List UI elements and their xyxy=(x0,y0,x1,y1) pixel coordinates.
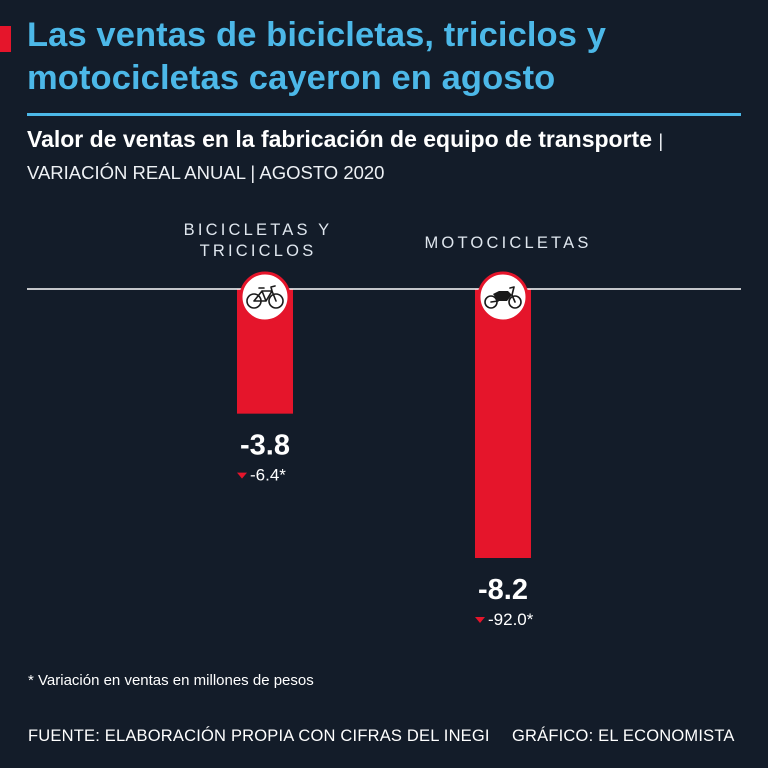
value-label: -3.8 xyxy=(240,430,290,462)
down-arrow-icon xyxy=(475,617,485,623)
bar-group: -8.2 -92.0* xyxy=(475,289,534,629)
bar xyxy=(475,289,531,558)
chart-credit: GRÁFICO: EL ECONOMISTA xyxy=(512,727,735,745)
value-label: -8.2 xyxy=(478,574,528,606)
down-arrow-icon xyxy=(237,472,247,479)
footnote: * Variación en ventas en millones de pes… xyxy=(28,672,314,689)
source-note: FUENTE: ELABORACIÓN PROPIA CON CIFRAS DE… xyxy=(28,727,490,745)
subtitle-meta: | VARIACIÓN REAL ANUAL | AGOSTO 2020 xyxy=(27,130,664,183)
chart-subtitle: Valor de ventas en la fabricación de equ… xyxy=(27,124,757,188)
category-label-line: MOTOCICLETAS xyxy=(424,234,592,252)
secondary-value-label: -6.4* xyxy=(250,466,286,485)
bicycle-icon xyxy=(239,271,291,323)
category-label-bicicletas: BICICLETAS Y TRICICLOS xyxy=(158,220,358,262)
title-divider xyxy=(27,113,741,116)
category-label-line: BICICLETAS Y xyxy=(183,221,333,239)
secondary-value-label: -92.0* xyxy=(488,610,534,629)
motorcycle-icon xyxy=(477,271,529,323)
category-label-motocicletas: MOTOCICLETAS xyxy=(396,233,620,254)
title-accent-bar xyxy=(0,26,11,52)
subtitle-main: Valor de ventas en la fabricación de equ… xyxy=(27,126,653,152)
page-title: Las ventas de bicicletas, triciclos y mo… xyxy=(27,16,606,97)
category-label-line: TRICICLOS xyxy=(199,242,317,260)
